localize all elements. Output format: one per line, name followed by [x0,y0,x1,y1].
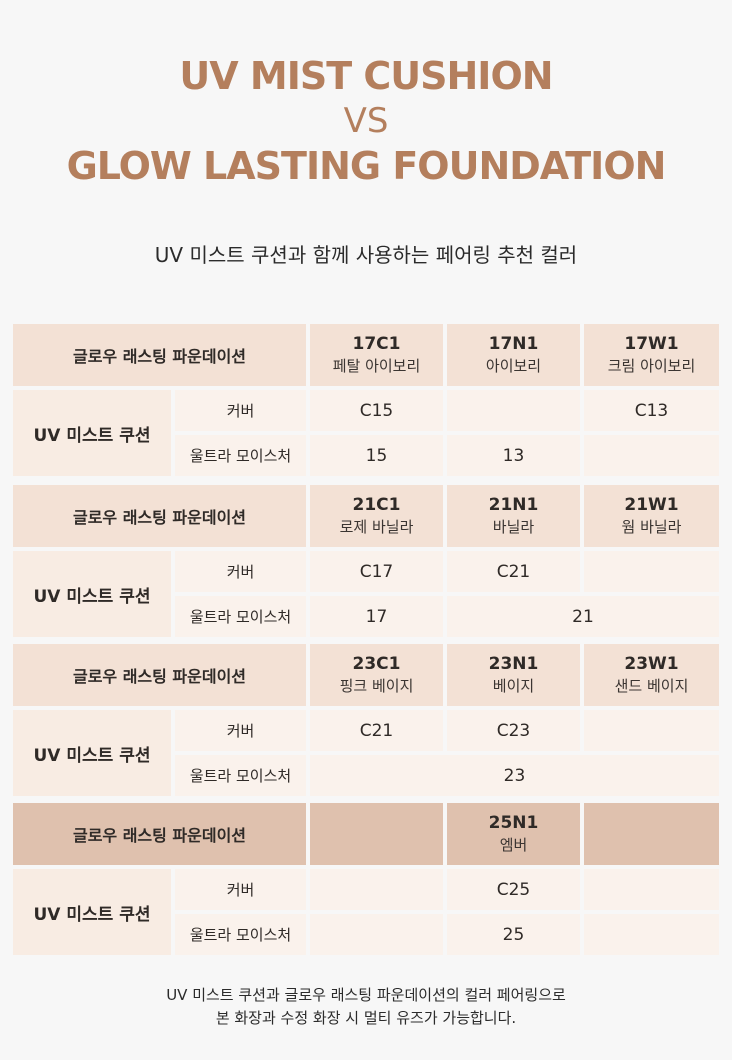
cover-value: C21 [310,710,443,751]
shade-header: 21C1 로제 바닐라 [310,485,443,547]
cushion-label: UV 미스트 쿠션 [13,390,171,476]
ultra-moisture-label: 울트라 모이스처 [175,596,306,637]
cover-label: 커버 [175,551,306,592]
ultra-value: 25 [447,914,580,955]
shade-code: 21W1 [624,495,679,515]
cover-value [584,551,719,592]
shade-name: 페탈 아이보리 [332,357,421,375]
shade-name: 핑크 베이지 [339,677,414,695]
shade-header: 17W1 크림 아이보리 [584,324,719,386]
pairing-block-23: 글로우 래스팅 파운데이션 23C1 핑크 베이지 23N1 베이지 23W1 … [13,644,719,796]
ultra-value: 23 [310,755,719,796]
ultra-value [310,914,443,955]
pairing-block-25: 글로우 래스팅 파운데이션 25N1 엠버 UV 미스트 쿠션 커버 울트라 모… [13,803,719,955]
cover-label: 커버 [175,869,306,910]
shade-header: 23W1 샌드 베이지 [584,644,719,706]
cover-value: C23 [447,710,580,751]
shade-header: 21N1 바닐라 [447,485,580,547]
title-line-2: GLOW LASTING FOUNDATION [66,144,667,188]
shade-header: 23C1 핑크 베이지 [310,644,443,706]
title-vs: VS [343,101,389,141]
cover-value: C15 [310,390,443,431]
ultra-value: 13 [447,435,580,476]
shade-code: 23C1 [352,654,401,674]
shade-name: 엠버 [499,836,528,854]
cushion-label: UV 미스트 쿠션 [13,551,171,637]
cover-label: 커버 [175,710,306,751]
cover-value [310,869,443,910]
ultra-value: 21 [447,596,719,637]
shade-code: 21C1 [352,495,401,515]
ultra-moisture-label: 울트라 모이스처 [175,435,306,476]
ultra-moisture-label: 울트라 모이스처 [175,914,306,955]
shade-header-empty [584,803,719,865]
foundation-label: 글로우 래스팅 파운데이션 [13,644,306,706]
shade-header: 21W1 웜 바닐라 [584,485,719,547]
ultra-value: 17 [310,596,443,637]
shade-name: 로제 바닐라 [339,518,414,536]
footer-note: UV 미스트 쿠션과 글로우 래스팅 파운데이션의 컬러 페어링으로 본 화장과… [0,984,732,1030]
title-line-1: UV MIST CUSHION [179,54,553,98]
shade-code: 21N1 [488,495,539,515]
cover-value: C25 [447,869,580,910]
shade-name: 베이지 [492,677,535,695]
cover-value [584,710,719,751]
ultra-value [584,914,719,955]
shade-code: 23N1 [488,654,539,674]
pairing-block-17: 글로우 래스팅 파운데이션 17C1 페탈 아이보리 17N1 아이보리 17W… [13,324,719,476]
shade-name: 샌드 베이지 [614,677,689,695]
header: UV MIST CUSHION VS GLOW LASTING FOUNDATI… [0,52,732,190]
cover-value [447,390,580,431]
shade-code: 23W1 [624,654,679,674]
footer-line-1: UV 미스트 쿠션과 글로우 래스팅 파운데이션의 컬러 페어링으로 [166,986,566,1004]
shade-header: 25N1 엠버 [447,803,580,865]
shade-code: 17N1 [488,334,539,354]
shade-code: 17W1 [624,334,679,354]
ultra-value: 15 [310,435,443,476]
foundation-label: 글로우 래스팅 파운데이션 [13,324,306,386]
shade-name: 웜 바닐라 [621,518,682,536]
footer-line-2: 본 화장과 수정 화장 시 멀티 유즈가 가능합니다. [215,1009,517,1027]
cover-value [584,869,719,910]
shade-header: 17N1 아이보리 [447,324,580,386]
cover-value: C21 [447,551,580,592]
shade-name: 크림 아이보리 [607,357,696,375]
shade-name: 바닐라 [492,518,535,536]
subtitle: UV 미스트 쿠션과 함께 사용하는 페어링 추천 컬러 [154,243,578,267]
cushion-label: UV 미스트 쿠션 [13,710,171,796]
shade-code: 17C1 [352,334,401,354]
foundation-label: 글로우 래스팅 파운데이션 [13,803,306,865]
cushion-label: UV 미스트 쿠션 [13,869,171,955]
ultra-moisture-label: 울트라 모이스처 [175,755,306,796]
pairing-block-21: 글로우 래스팅 파운데이션 21C1 로제 바닐라 21N1 바닐라 21W1 … [13,485,719,637]
shade-header: 23N1 베이지 [447,644,580,706]
shade-name: 아이보리 [485,357,542,375]
foundation-label: 글로우 래스팅 파운데이션 [13,485,306,547]
cover-label: 커버 [175,390,306,431]
cover-value: C13 [584,390,719,431]
ultra-value [584,435,719,476]
cover-value: C17 [310,551,443,592]
shade-header-empty [310,803,443,865]
shade-code: 25N1 [488,813,539,833]
shade-header: 17C1 페탈 아이보리 [310,324,443,386]
